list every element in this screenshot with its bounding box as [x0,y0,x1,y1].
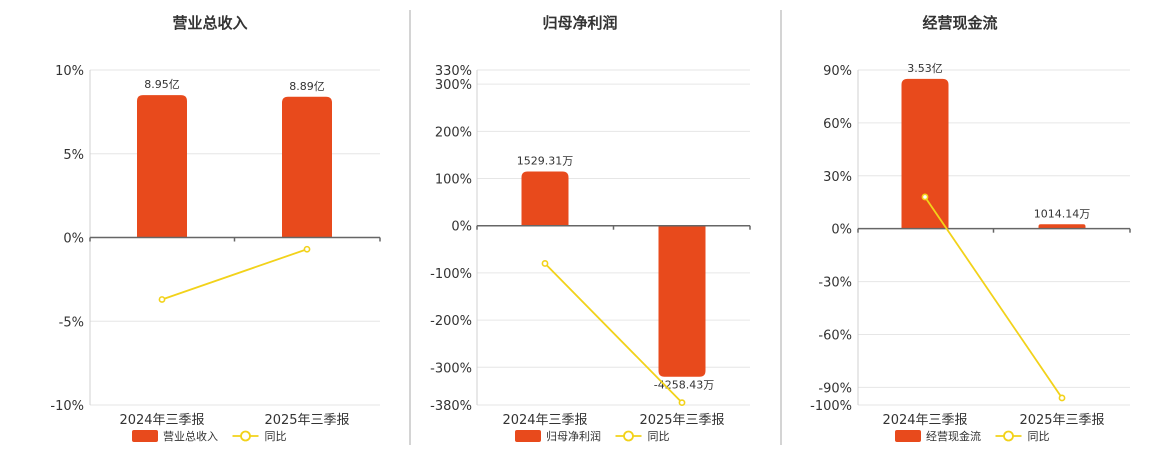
legend: 经营现金流 同比 [895,429,1050,443]
y-tick-label: 0% [63,232,84,247]
yoy-point [303,245,311,253]
x-category-label: 2025年三季报 [1019,413,1104,428]
legend: 营业总收入 同比 [132,429,287,443]
y-tick-label: 0% [831,223,852,238]
bar [521,171,569,226]
x-category-label: 2025年三季报 [639,413,724,428]
bar [137,95,187,238]
bar [282,96,332,238]
chart-title: 归母净利润 [542,14,617,32]
chart-panel-2: 归母净利润 330%300% 200% 100% 0% -100% -200% -300% -3… [430,14,751,443]
bar-data-label: 3.53亿 [907,62,943,75]
bar-data-label: 1014.14万 [1034,207,1091,220]
yoy-line [544,262,683,404]
y-tick-label: -100% [430,267,472,282]
x-category-label: 2024年三季报 [882,413,967,428]
chart-title: 营业总收入 [172,14,247,32]
legend-line-marker [240,430,251,442]
legend: 归母净利润 同比 [515,429,670,443]
y-tick-label: 10% [55,64,84,79]
x-category-label: 2024年三季报 [502,413,587,428]
legend-line-label: 同比 [1028,430,1050,443]
bar-data-label: 1529.31万 [517,154,574,167]
yoy-point [1058,394,1066,402]
legend-bar-label: 营业总收入 [163,429,218,443]
y-tick-label: -5% [59,315,84,330]
y-tick-label: 300% [435,78,472,93]
y-tick-label: -300% [430,361,472,376]
y-tick-label: 100% [435,173,472,188]
bar-data-label: 8.95亿 [144,78,180,91]
y-tick-label: -100% [810,399,852,414]
legend-bar-swatch [895,430,921,442]
y-tick-label: 0% [451,220,472,235]
legend-line-marker [1003,430,1014,442]
yoy-point [921,193,929,201]
y-tick-label: 5% [63,148,84,163]
y-tick-label: -200% [430,314,472,329]
bar [901,78,949,229]
legend-bar-label: 归母净利润 [546,429,601,443]
x-category-label: 2024年三季报 [119,413,204,428]
yoy-line [161,248,308,301]
y-tick-label: -380% [430,399,472,414]
bar [658,225,706,377]
yoy-line [924,196,1063,399]
x-category-label: 2025年三季报 [264,413,349,428]
legend-line-label: 同比 [265,430,287,443]
chart-panel-3: 经营现金流 90% 60% 30% 0% -30% -60% -90% -100% 3.53亿 10… [810,14,1131,443]
chart-title: 经营现金流 [922,14,997,32]
legend-line-label: 同比 [648,430,670,443]
y-tick-label: -60% [818,328,852,343]
y-tick-label: 200% [435,125,472,140]
y-tick-label: -30% [818,276,852,291]
legend-bar-swatch [132,430,158,442]
yoy-point [158,296,166,303]
y-tick-label: -10% [50,399,84,414]
y-tick-label: 30% [823,170,852,185]
y-tick-label: 60% [823,117,852,132]
legend-bar-swatch [515,430,541,442]
y-tick-label: 90% [823,64,852,79]
yoy-point [541,260,549,267]
bar [1038,224,1086,229]
chart-panel-1: 营业总收入 10% 5% 0% -5% -10% 8.95亿 8.89亿 2024年三季报 202… [50,14,381,443]
y-tick-label: -90% [818,381,852,396]
bar-data-label: 8.89亿 [289,80,325,93]
legend-bar-label: 经营现金流 [926,429,981,443]
legend-line-marker [623,430,634,442]
y-tick-label: 330% [435,64,472,79]
bar-data-label: -4258.43万 [654,379,714,392]
yoy-point [678,399,686,407]
